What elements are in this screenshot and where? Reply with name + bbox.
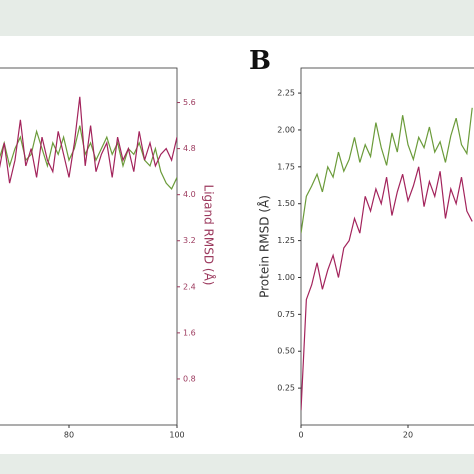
y2-tick-label: 5.6 <box>183 98 196 107</box>
y2-tick-label: 4.0 <box>183 190 196 199</box>
y2-tick-label: 3.2 <box>183 236 196 245</box>
figure-background <box>0 36 474 454</box>
y-tick-label: 2.25 <box>277 89 295 98</box>
y2-tick-label: 4.8 <box>183 144 196 153</box>
plot-frame <box>0 67 178 426</box>
y-tick-label: 1.50 <box>277 199 295 208</box>
x-tick-label: 20 <box>403 431 413 440</box>
y-tick-label: 1.25 <box>277 236 295 245</box>
x-tick-label: 100 <box>169 431 184 440</box>
plot-area <box>301 107 473 411</box>
series-line <box>301 166 473 411</box>
y2-axis-label: Ligand RMSD (Å) <box>202 185 217 286</box>
y-tick-label: 0.50 <box>277 347 295 356</box>
x-tick-label: 80 <box>64 431 74 440</box>
plot-frame <box>300 67 474 426</box>
y-tick-label: 1.00 <box>277 273 295 282</box>
plot-area <box>0 96 177 190</box>
y2-tick-label: 1.6 <box>183 328 196 337</box>
y2-tick-label: 2.4 <box>183 282 196 291</box>
y-tick-label: 0.75 <box>277 310 295 319</box>
y-tick-label: 1.75 <box>277 162 295 171</box>
panel-label: B <box>249 46 271 76</box>
y-tick-label: 2.00 <box>277 125 295 134</box>
y2-tick-label: 0.8 <box>183 374 196 383</box>
series-line <box>0 96 177 184</box>
series-line <box>301 107 473 234</box>
x-tick-label: 0 <box>298 431 303 440</box>
y-axis-label: Protein RMSD (Å) <box>257 195 272 298</box>
y-tick-label: 0.25 <box>277 384 295 393</box>
